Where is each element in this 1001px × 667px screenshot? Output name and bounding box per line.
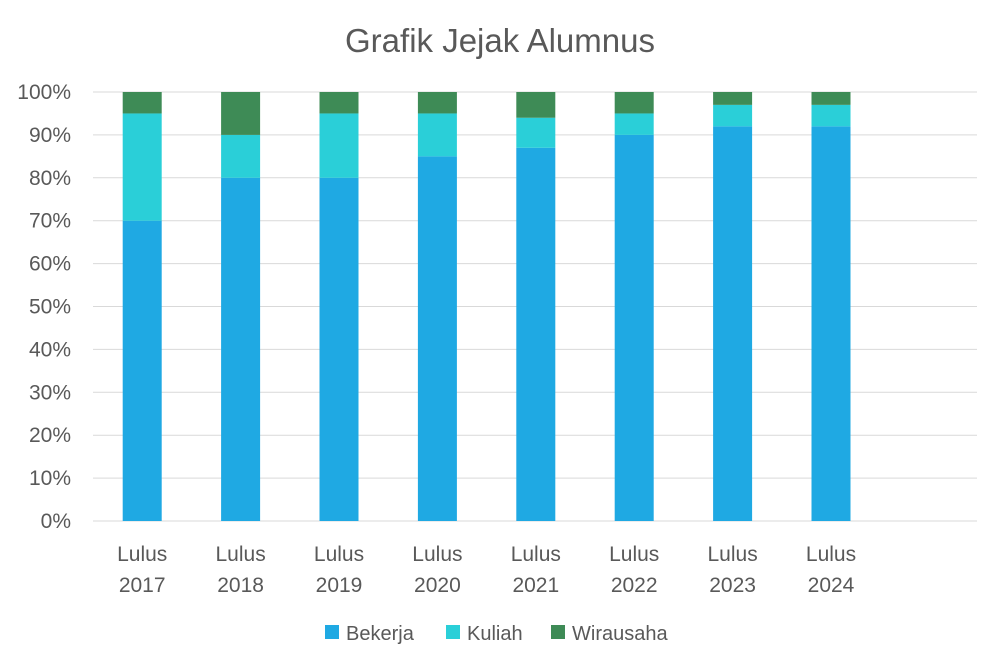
y-tick-label: 90% <box>29 124 71 147</box>
x-category-label-line: 2021 <box>512 574 559 597</box>
x-category-label-line: Lulus <box>806 543 856 566</box>
bar-segment-wirausaha-lulus-2019 <box>319 92 359 114</box>
y-tick-label: 100% <box>17 81 71 104</box>
y-tick-label: 10% <box>29 467 71 490</box>
y-tick-label: 50% <box>29 296 71 319</box>
bar-segment-kuliah-lulus-2018 <box>221 134 261 178</box>
y-tick-label: 0% <box>41 510 71 533</box>
bar-segment-wirausaha-lulus-2023 <box>713 92 753 105</box>
bar-segment-kuliah-lulus-2021 <box>516 117 556 148</box>
legend: Bekerja Kuliah Wirausaha <box>325 623 668 645</box>
x-category-label-line: Lulus <box>215 543 265 566</box>
x-category-label-line: Lulus <box>609 543 659 566</box>
bar-segment-wirausaha-lulus-2022 <box>614 92 654 114</box>
bar-segment-wirausaha-lulus-2024 <box>811 92 851 105</box>
legend-item-wirausaha: Wirausaha <box>551 623 668 645</box>
legend-swatch <box>325 625 339 639</box>
bar-segment-kuliah-lulus-2020 <box>417 113 457 157</box>
chart-title: Grafik Jejak Alumnus <box>345 22 655 59</box>
bar-segment-kuliah-lulus-2019 <box>319 113 359 178</box>
y-tick-label: 40% <box>29 338 71 361</box>
bar-segment-bekerja-lulus-2019 <box>319 177 359 522</box>
bar-segment-wirausaha-lulus-2020 <box>417 92 457 114</box>
x-category-label-line: 2020 <box>414 574 461 597</box>
bar-segment-bekerja-lulus-2017 <box>122 220 162 521</box>
legend-item-bekerja: Bekerja <box>325 623 415 645</box>
legend-label: Wirausaha <box>572 623 668 645</box>
bar-segment-kuliah-lulus-2023 <box>713 104 753 127</box>
bar-segment-wirausaha-lulus-2017 <box>122 92 162 114</box>
x-category-label-line: 2024 <box>808 574 855 597</box>
bar-segment-bekerja-lulus-2024 <box>811 126 851 521</box>
x-category-label-line: 2019 <box>316 574 363 597</box>
bar-segment-wirausaha-lulus-2021 <box>516 92 556 118</box>
legend-swatch <box>446 625 460 639</box>
legend-label: Bekerja <box>346 623 415 645</box>
x-category-label-line: Lulus <box>314 543 364 566</box>
bar-segment-bekerja-lulus-2018 <box>221 177 261 522</box>
x-category-label-line: Lulus <box>412 543 462 566</box>
y-tick-label: 70% <box>29 210 71 233</box>
bar-segment-bekerja-lulus-2020 <box>417 156 457 521</box>
bar-segment-kuliah-lulus-2024 <box>811 104 851 127</box>
x-category-label-line: Lulus <box>117 543 167 566</box>
bar-segment-wirausaha-lulus-2018 <box>221 92 261 135</box>
y-tick-label: 60% <box>29 253 71 276</box>
bar-segment-bekerja-lulus-2022 <box>614 134 654 521</box>
y-tick-label: 30% <box>29 381 71 404</box>
y-tick-label: 20% <box>29 424 71 447</box>
bar-segment-kuliah-lulus-2022 <box>614 113 654 135</box>
bar-segment-bekerja-lulus-2023 <box>713 126 753 521</box>
y-tick-label: 80% <box>29 167 71 190</box>
y-axis-tick-labels: 0% 10% 20% 30% 40% 50% 60% 70% 80% 90% 100% <box>17 81 71 533</box>
legend-label: Kuliah <box>467 623 523 645</box>
bar-segment-bekerja-lulus-2021 <box>516 147 556 521</box>
bar-segment-kuliah-lulus-2017 <box>122 113 162 221</box>
x-axis-category-labels: Lulus 2017 Lulus 2018 Lulus 2019 Lulus 2020 Lulu… <box>117 543 856 597</box>
x-category-label-line: 2018 <box>217 574 264 597</box>
x-category-label-line: Lulus <box>511 543 561 566</box>
x-category-label-line: 2022 <box>611 574 658 597</box>
x-category-label-line: Lulus <box>707 543 757 566</box>
legend-item-kuliah: Kuliah <box>446 623 523 645</box>
legend-swatch <box>551 625 565 639</box>
x-category-label-line: 2023 <box>709 574 756 597</box>
x-category-label-line: 2017 <box>119 574 166 597</box>
bars <box>122 92 851 522</box>
